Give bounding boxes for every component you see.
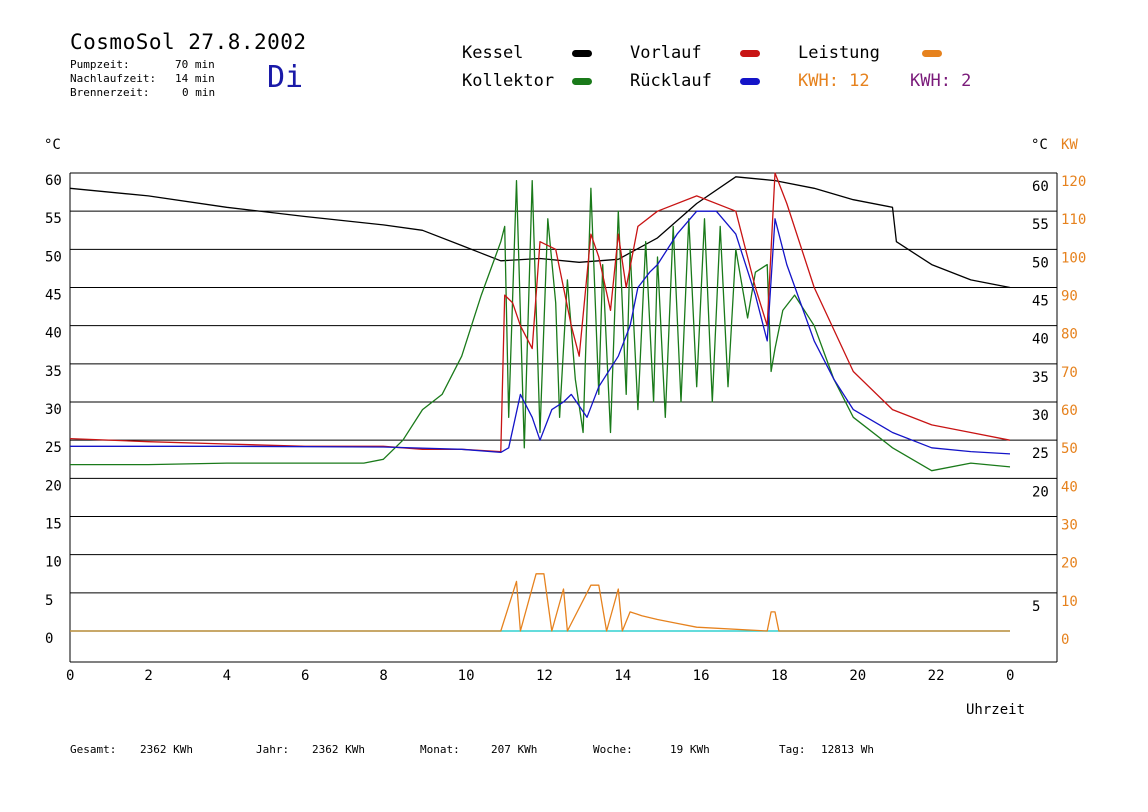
y-tick-left: 20 bbox=[45, 478, 62, 494]
pumpzeit-label: Pumpzeit: bbox=[70, 58, 130, 71]
footer-gesamt-label: Gesamt: bbox=[70, 743, 117, 756]
legend-vorlauf-swatch bbox=[740, 50, 760, 57]
x-axis-label: Uhrzeit bbox=[966, 702, 1026, 718]
x-tick: 8 bbox=[379, 668, 387, 684]
pumpzeit-value: 70 min bbox=[175, 58, 215, 71]
kwh-secondary-label: KWH: 2 bbox=[910, 71, 972, 91]
nachlaufzeit-label: Nachlaufzeit: bbox=[70, 72, 157, 85]
y-tick-left: 10 bbox=[45, 555, 62, 571]
y-tick-right-temp: 55 bbox=[1032, 217, 1049, 233]
y-axis-right-kw-unit: KW bbox=[1061, 137, 1078, 153]
x-tick: 4 bbox=[223, 668, 231, 684]
legend-kollektor-swatch bbox=[572, 78, 592, 85]
y-tick-left: 55 bbox=[45, 211, 62, 227]
legend-leistung-label: Leistung bbox=[798, 43, 880, 63]
x-tick: 0 bbox=[66, 668, 74, 684]
series-line-leistung bbox=[70, 573, 1010, 632]
nachlaufzeit-value: 14 min bbox=[175, 72, 215, 85]
y-tick-left: 45 bbox=[45, 288, 62, 304]
footer-jahr-value: 2362 KWh bbox=[312, 743, 365, 756]
series-line-kessel bbox=[69, 176, 1011, 289]
y-tick-right-kw: 100 bbox=[1061, 250, 1086, 266]
footer-monat-label: Monat: bbox=[420, 743, 460, 756]
y-tick-left: 5 bbox=[45, 593, 53, 609]
y-tick-right-kw: 120 bbox=[1061, 174, 1086, 190]
y-tick-right-temp: 20 bbox=[1032, 484, 1049, 500]
chart-series bbox=[69, 172, 1011, 632]
y-tick-right-kw: 20 bbox=[1061, 556, 1078, 572]
y-tick-right-temp: 25 bbox=[1032, 446, 1049, 462]
y-tick-right-temp: 45 bbox=[1032, 294, 1049, 310]
footer-woche-label: Woche: bbox=[593, 743, 633, 756]
y-tick-right-temp: 40 bbox=[1032, 332, 1049, 348]
series-line-rcklauf bbox=[70, 210, 1011, 455]
y-tick-right-temp: 60 bbox=[1032, 179, 1049, 195]
y-tick-right-temp: 50 bbox=[1032, 255, 1049, 271]
x-tick: 0 bbox=[1006, 668, 1014, 684]
x-tick: 16 bbox=[693, 668, 710, 684]
series-line-vorlauf bbox=[69, 172, 1011, 453]
y-tick-left: 25 bbox=[45, 440, 62, 456]
y-tick-right-kw: 0 bbox=[1061, 632, 1069, 648]
legend-kollektor-label: Kollektor bbox=[462, 71, 555, 91]
x-tick: 14 bbox=[614, 668, 631, 684]
series-line-kollektor bbox=[70, 179, 1011, 472]
legend-vorlauf-label: Vorlauf bbox=[630, 43, 702, 63]
y-tick-right-kw: 70 bbox=[1061, 365, 1078, 381]
footer-woche-value: 19 KWh bbox=[670, 743, 710, 756]
weekday-label: Di bbox=[267, 60, 304, 95]
footer-jahr-label: Jahr: bbox=[256, 743, 290, 756]
y-tick-left: 30 bbox=[45, 402, 62, 418]
x-tick: 2 bbox=[144, 668, 152, 684]
y-tick-right-temp: 5 bbox=[1032, 599, 1040, 615]
legend-kessel-label: Kessel bbox=[462, 43, 524, 63]
y-tick-right-kw: 80 bbox=[1061, 327, 1078, 343]
y-tick-left: 50 bbox=[45, 249, 62, 265]
x-tick: 22 bbox=[928, 668, 945, 684]
x-tick: 6 bbox=[301, 668, 309, 684]
y-axis-left-unit: °C bbox=[44, 137, 61, 153]
x-tick: 18 bbox=[771, 668, 788, 684]
y-tick-right-kw: 50 bbox=[1061, 441, 1078, 457]
legend-ruecklauf-swatch bbox=[740, 78, 760, 85]
x-tick: 12 bbox=[536, 668, 553, 684]
footer-tag-label: Tag: bbox=[779, 743, 806, 756]
legend-leistung-swatch bbox=[922, 50, 942, 57]
x-tick: 20 bbox=[849, 668, 866, 684]
chart-title: CosmoSol 27.8.2002 bbox=[70, 30, 307, 54]
footer-tag-value: 12813 Wh bbox=[821, 743, 874, 756]
brennerzeit-label: Brennerzeit: bbox=[70, 86, 150, 99]
y-tick-right-kw: 90 bbox=[1061, 289, 1078, 305]
footer-gesamt-value: 2362 KWh bbox=[140, 743, 193, 756]
y-tick-left: 15 bbox=[45, 517, 62, 533]
chart-ticks: 0510152025303540455055605202530354045505… bbox=[45, 173, 1086, 684]
y-tick-right-temp: 35 bbox=[1032, 370, 1049, 386]
legend-kessel-swatch bbox=[572, 50, 592, 57]
legend-ruecklauf-label: Rücklauf bbox=[630, 71, 712, 91]
y-tick-left: 40 bbox=[45, 326, 62, 342]
y-tick-left: 0 bbox=[45, 631, 53, 647]
footer-monat-value: 207 KWh bbox=[491, 743, 538, 756]
x-tick: 10 bbox=[458, 668, 475, 684]
y-tick-right-kw: 30 bbox=[1061, 518, 1078, 534]
y-tick-right-temp: 30 bbox=[1032, 408, 1049, 424]
y-tick-right-kw: 10 bbox=[1061, 594, 1078, 610]
brennerzeit-value: 0 min bbox=[182, 86, 216, 99]
y-tick-left: 60 bbox=[45, 173, 62, 189]
y-tick-right-kw: 40 bbox=[1061, 479, 1078, 495]
chart-grid bbox=[70, 172, 1057, 594]
y-tick-left: 35 bbox=[45, 364, 62, 380]
y-tick-right-kw: 110 bbox=[1061, 212, 1086, 228]
y-tick-right-kw: 60 bbox=[1061, 403, 1078, 419]
y-axis-right-temp-unit: °C bbox=[1031, 137, 1048, 153]
kwh-total-label: KWH: 12 bbox=[798, 71, 870, 91]
